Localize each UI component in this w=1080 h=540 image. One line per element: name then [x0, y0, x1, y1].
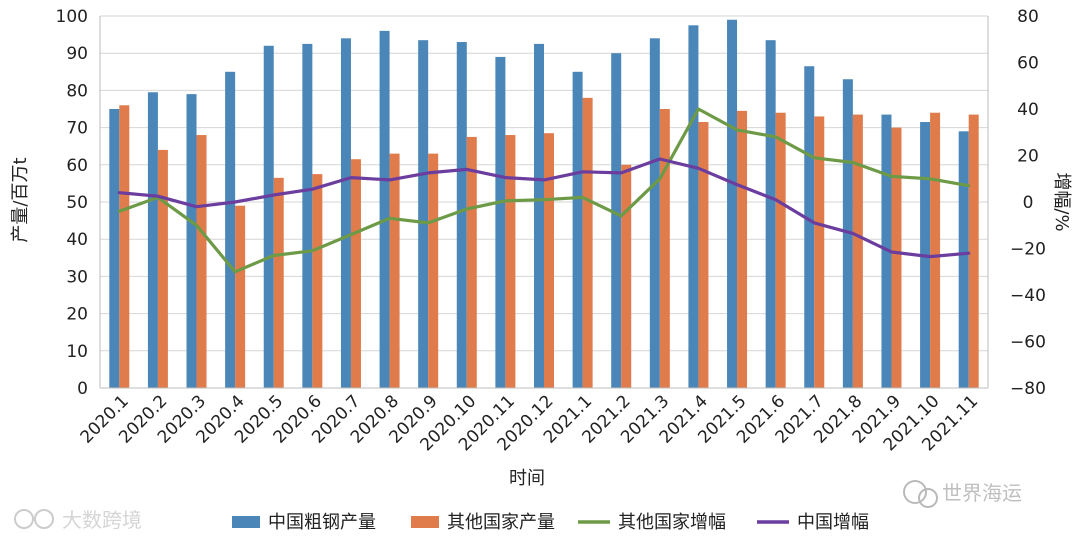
bar-china-output-2021.1 — [572, 71, 583, 389]
bar-other-output-2021.5 — [737, 110, 748, 389]
x-axis-title: 时间 — [509, 468, 545, 489]
wechat-icon — [903, 480, 927, 504]
bar-china-output-2020.6 — [302, 43, 313, 389]
bar-other-output-2020.3 — [196, 135, 207, 388]
y-left-axis-title: 产量/百万t — [10, 157, 31, 242]
bar-china-output-2020.10 — [456, 42, 467, 388]
bar-other-output-2020.10 — [466, 136, 477, 388]
bar-other-output-2020.5 — [273, 177, 284, 388]
bar-other-output-2021.9 — [891, 127, 902, 388]
legend-swatch-0 — [232, 516, 260, 528]
bar-other-output-2021.11 — [968, 114, 979, 388]
right-axis-ticks: −80 −60 −40 −20 0 20 40 60 80 — [1010, 7, 1046, 399]
legend-label-3: 中国增幅 — [797, 512, 869, 533]
bar-china-output-2021.3 — [649, 38, 660, 388]
line-china-growth — [117, 157, 971, 259]
bar-china-output-2020.1 — [109, 109, 120, 388]
line-other-growth — [117, 107, 971, 274]
bar-china-output-2021.6 — [765, 40, 776, 389]
lines — [117, 107, 971, 274]
legend-label-2: 其他国家增幅 — [618, 512, 726, 533]
bar-china-output-2020.9 — [418, 40, 429, 389]
bar-other-output-2021.4 — [698, 122, 709, 389]
bar-other-output-2021.10 — [930, 112, 941, 388]
bar-china-output-2020.5 — [263, 45, 274, 388]
x-axis-ticks: 2020.12020.22020.32020.42020.52020.62020… — [77, 391, 983, 455]
bar-other-output-2021.1 — [582, 97, 593, 388]
bar-china-output-2020.8 — [379, 30, 390, 388]
bar-other-output-2020.1 — [119, 105, 130, 388]
y-left-tick-label: 30 — [66, 267, 88, 287]
bar-other-output-2021.6 — [775, 112, 786, 388]
bar-china-output-2021.5 — [727, 19, 738, 388]
y-left-tick-label: 0 — [77, 379, 88, 399]
y-left-tick-label: 60 — [66, 156, 88, 176]
bar-china-output-2020.2 — [147, 92, 158, 388]
bar-china-output-2021.4 — [688, 25, 699, 389]
y-right-axis-title: 增幅/% — [1051, 172, 1072, 231]
bar-china-output-2020.7 — [340, 38, 351, 388]
y-right-tick-label: −80 — [1010, 379, 1046, 399]
left-axis-ticks: 0 10 20 30 40 50 60 70 80 90 100 — [56, 7, 88, 399]
bar-other-output-2020.6 — [312, 174, 323, 388]
bar-china-output-2020.11 — [495, 56, 506, 389]
y-left-tick-label: 40 — [66, 230, 88, 250]
y-right-tick-label: 20 — [1017, 147, 1039, 167]
bar-other-output-2021.2 — [621, 164, 632, 388]
bar-other-output-2021.7 — [814, 116, 825, 388]
y-right-tick-label: 60 — [1017, 54, 1039, 74]
bar-china-output-2021.7 — [804, 66, 815, 388]
legend-label-0: 中国粗钢产量 — [268, 512, 376, 533]
watermark-left-text: 大数跨境 — [62, 508, 142, 532]
legend-label-1: 其他国家产量 — [447, 512, 555, 533]
y-right-tick-label: 0 — [1023, 193, 1034, 213]
y-right-tick-label: 80 — [1017, 7, 1039, 27]
bar-other-output-2020.12 — [544, 133, 554, 388]
watermark-left: 大数跨境 — [14, 508, 142, 532]
bar-other-output-2020.2 — [157, 149, 168, 388]
y-left-tick-label: 80 — [66, 81, 88, 101]
y-left-tick-label: 10 — [66, 342, 88, 362]
bar-china-output-2020.4 — [225, 71, 236, 389]
y-left-tick-label: 70 — [66, 119, 88, 139]
bars — [109, 19, 979, 389]
bar-other-output-2020.8 — [389, 153, 400, 388]
y-left-tick-label: 20 — [66, 305, 88, 325]
watermark-right: 世界海运 — [903, 480, 1022, 508]
legend: 中国粗钢产量 其他国家产量 其他国家增幅 中国增幅 — [232, 512, 869, 533]
y-right-tick-label: −60 — [1010, 333, 1046, 353]
bar-other-output-2020.4 — [235, 205, 246, 388]
bar-china-output-2020.12 — [534, 43, 544, 389]
bar-other-output-2020.11 — [505, 135, 516, 388]
bar-other-output-2021.8 — [852, 114, 863, 388]
y-right-tick-label: 40 — [1017, 100, 1039, 120]
y-right-tick-label: −20 — [1010, 240, 1046, 260]
y-left-tick-label: 50 — [66, 193, 88, 213]
y-left-tick-label: 90 — [66, 44, 88, 64]
y-left-tick-label: 100 — [56, 7, 88, 27]
axes — [99, 16, 989, 389]
bar-other-output-2020.7 — [350, 159, 361, 388]
bar-other-output-2021.3 — [659, 109, 670, 388]
y-right-tick-label: −40 — [1010, 286, 1046, 306]
bar-china-output-2021.2 — [611, 53, 622, 388]
bar-other-output-2020.9 — [428, 153, 439, 388]
legend-swatch-1 — [411, 516, 439, 528]
watermark-right-text: 世界海运 — [942, 481, 1022, 505]
bar-china-output-2020.3 — [186, 94, 197, 389]
watermark-logo-icon — [14, 509, 34, 529]
bar-china-output-2021.11 — [958, 131, 969, 388]
